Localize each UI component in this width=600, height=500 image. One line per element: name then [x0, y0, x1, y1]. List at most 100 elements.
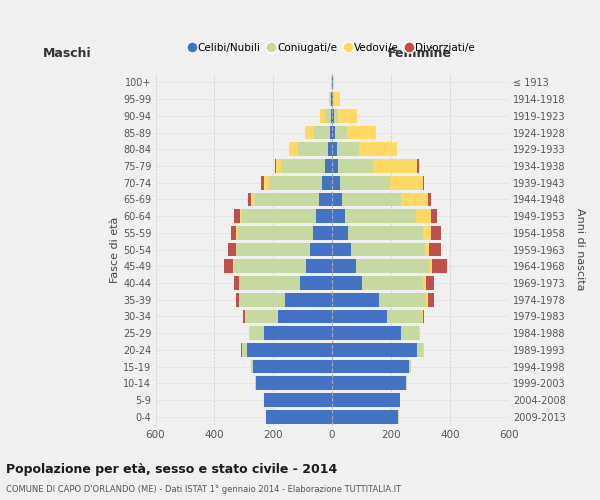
Bar	[238, 226, 313, 239]
Bar	[332, 192, 343, 206]
Bar	[347, 126, 376, 140]
Bar	[316, 210, 332, 223]
Bar	[431, 210, 437, 223]
Bar	[359, 142, 397, 156]
Bar	[426, 293, 428, 306]
Bar	[419, 326, 420, 340]
Bar	[269, 176, 322, 190]
Bar	[428, 293, 434, 306]
Bar	[332, 176, 340, 190]
Bar	[429, 242, 441, 256]
Bar	[247, 343, 332, 357]
Bar	[331, 92, 332, 106]
Bar	[275, 159, 276, 173]
Bar	[356, 260, 429, 273]
Bar	[236, 242, 310, 256]
Bar	[332, 159, 338, 173]
Bar	[332, 343, 418, 357]
Bar	[322, 176, 332, 190]
Bar	[332, 310, 386, 324]
Bar	[362, 276, 424, 290]
Bar	[242, 210, 316, 223]
Bar	[281, 159, 325, 173]
Bar	[331, 109, 332, 122]
Y-axis label: Fasce di età: Fasce di età	[110, 216, 120, 283]
Bar	[332, 260, 356, 273]
Bar	[256, 376, 332, 390]
Bar	[334, 109, 338, 122]
Bar	[343, 192, 401, 206]
Bar	[320, 109, 325, 122]
Bar	[409, 360, 411, 374]
Bar	[332, 326, 401, 340]
Bar	[379, 293, 426, 306]
Bar	[335, 126, 347, 140]
Bar	[332, 210, 346, 223]
Bar	[428, 192, 431, 206]
Bar	[418, 343, 424, 357]
Bar	[340, 176, 391, 190]
Bar	[332, 393, 400, 407]
Bar	[276, 159, 281, 173]
Bar	[337, 142, 359, 156]
Legend: Celibi/Nubili, Coniugati/e, Vedovi/e, Divorziati/e: Celibi/Nubili, Coniugati/e, Vedovi/e, Di…	[185, 39, 479, 57]
Bar	[386, 310, 422, 324]
Bar	[328, 142, 332, 156]
Bar	[313, 226, 332, 239]
Bar	[265, 393, 332, 407]
Bar	[418, 159, 419, 173]
Bar	[265, 176, 269, 190]
Bar	[289, 142, 298, 156]
Bar	[236, 293, 239, 306]
Bar	[243, 310, 245, 324]
Bar	[278, 310, 332, 324]
Bar	[251, 192, 254, 206]
Bar	[240, 210, 242, 223]
Bar	[351, 242, 425, 256]
Bar	[424, 226, 431, 239]
Bar	[230, 226, 236, 239]
Bar	[401, 326, 419, 340]
Bar	[305, 126, 314, 140]
Bar	[425, 242, 429, 256]
Bar	[300, 276, 332, 290]
Bar	[425, 276, 434, 290]
Bar	[332, 142, 337, 156]
Bar	[254, 192, 319, 206]
Bar	[334, 92, 340, 106]
Bar	[262, 176, 265, 190]
Bar	[423, 176, 424, 190]
Bar	[242, 343, 247, 357]
Bar	[325, 159, 332, 173]
Bar	[406, 376, 407, 390]
Bar	[332, 92, 333, 106]
Bar	[424, 276, 425, 290]
Bar	[333, 92, 334, 106]
Bar	[332, 293, 379, 306]
Bar	[233, 260, 305, 273]
Bar	[332, 410, 398, 424]
Bar	[423, 310, 424, 324]
Bar	[429, 260, 432, 273]
Bar	[234, 210, 240, 223]
Bar	[236, 226, 238, 239]
Bar	[329, 92, 330, 106]
Bar	[265, 326, 332, 340]
Bar	[310, 242, 332, 256]
Bar	[305, 260, 332, 273]
Bar	[266, 410, 332, 424]
Bar	[338, 109, 357, 122]
Bar	[250, 326, 265, 340]
Bar	[332, 242, 351, 256]
Bar	[325, 109, 331, 122]
Bar	[348, 226, 424, 239]
Bar	[332, 226, 348, 239]
Bar	[248, 192, 251, 206]
Text: Maschi: Maschi	[43, 47, 92, 60]
Y-axis label: Anni di nascita: Anni di nascita	[575, 208, 585, 291]
Bar	[330, 92, 331, 106]
Bar	[239, 276, 300, 290]
Bar	[431, 226, 441, 239]
Bar	[235, 276, 239, 290]
Bar	[338, 159, 373, 173]
